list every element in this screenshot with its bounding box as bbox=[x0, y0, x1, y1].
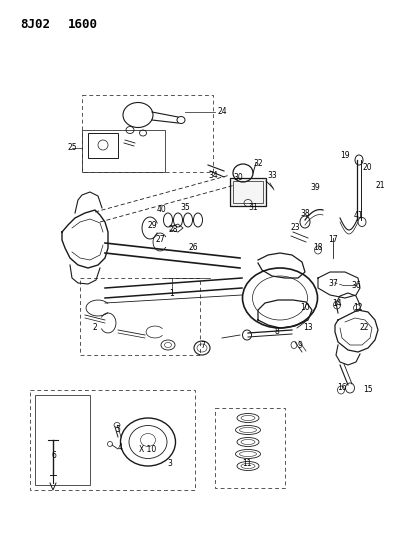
Text: 20: 20 bbox=[362, 164, 372, 173]
Text: 21: 21 bbox=[375, 181, 385, 190]
Text: X 10: X 10 bbox=[139, 446, 157, 455]
Text: 5: 5 bbox=[116, 425, 120, 434]
Text: 1: 1 bbox=[169, 288, 174, 297]
Text: 36: 36 bbox=[351, 280, 361, 289]
Text: 14: 14 bbox=[332, 298, 342, 308]
Text: 4: 4 bbox=[118, 443, 122, 453]
Bar bbox=[233, 181, 263, 203]
Bar bbox=[30, 390, 195, 490]
Text: 33: 33 bbox=[267, 171, 277, 180]
Text: 35: 35 bbox=[180, 204, 190, 213]
Text: 10: 10 bbox=[300, 303, 310, 312]
Bar bbox=[80, 278, 200, 355]
Text: 19: 19 bbox=[340, 150, 350, 159]
Text: 6: 6 bbox=[51, 450, 57, 459]
Text: 7: 7 bbox=[200, 341, 206, 350]
Text: 26: 26 bbox=[188, 244, 198, 253]
Text: 11: 11 bbox=[242, 458, 252, 467]
Text: 8: 8 bbox=[274, 327, 279, 336]
Bar bbox=[230, 178, 266, 206]
Text: 3: 3 bbox=[168, 458, 172, 467]
Text: 12: 12 bbox=[353, 303, 363, 312]
Text: 23: 23 bbox=[290, 223, 300, 232]
Text: 18: 18 bbox=[313, 243, 323, 252]
Text: 13: 13 bbox=[303, 322, 313, 332]
Text: 15: 15 bbox=[363, 385, 373, 394]
Text: 27: 27 bbox=[155, 236, 165, 245]
Text: 28: 28 bbox=[168, 225, 178, 235]
Text: 37: 37 bbox=[328, 279, 338, 287]
Text: 29: 29 bbox=[147, 221, 157, 230]
Text: 2: 2 bbox=[93, 324, 97, 333]
Text: 22: 22 bbox=[359, 324, 369, 333]
Text: 25: 25 bbox=[67, 143, 77, 152]
Bar bbox=[35, 395, 90, 485]
Text: 8J02: 8J02 bbox=[20, 18, 50, 31]
Text: 1600: 1600 bbox=[68, 18, 98, 31]
Text: 30: 30 bbox=[233, 174, 243, 182]
Text: 41: 41 bbox=[353, 211, 363, 220]
Text: 9: 9 bbox=[297, 341, 303, 350]
Bar bbox=[82, 95, 213, 172]
Bar bbox=[88, 133, 118, 158]
Text: 24: 24 bbox=[217, 108, 227, 117]
Bar bbox=[82, 130, 165, 172]
Text: 38: 38 bbox=[300, 208, 310, 217]
Text: 16: 16 bbox=[337, 384, 347, 392]
Text: 34: 34 bbox=[208, 171, 218, 180]
Text: 39: 39 bbox=[310, 183, 320, 192]
Bar bbox=[215, 408, 285, 488]
Text: 17: 17 bbox=[328, 236, 338, 245]
Text: 32: 32 bbox=[253, 159, 263, 168]
Text: 31: 31 bbox=[248, 203, 258, 212]
Text: 40: 40 bbox=[157, 206, 167, 214]
